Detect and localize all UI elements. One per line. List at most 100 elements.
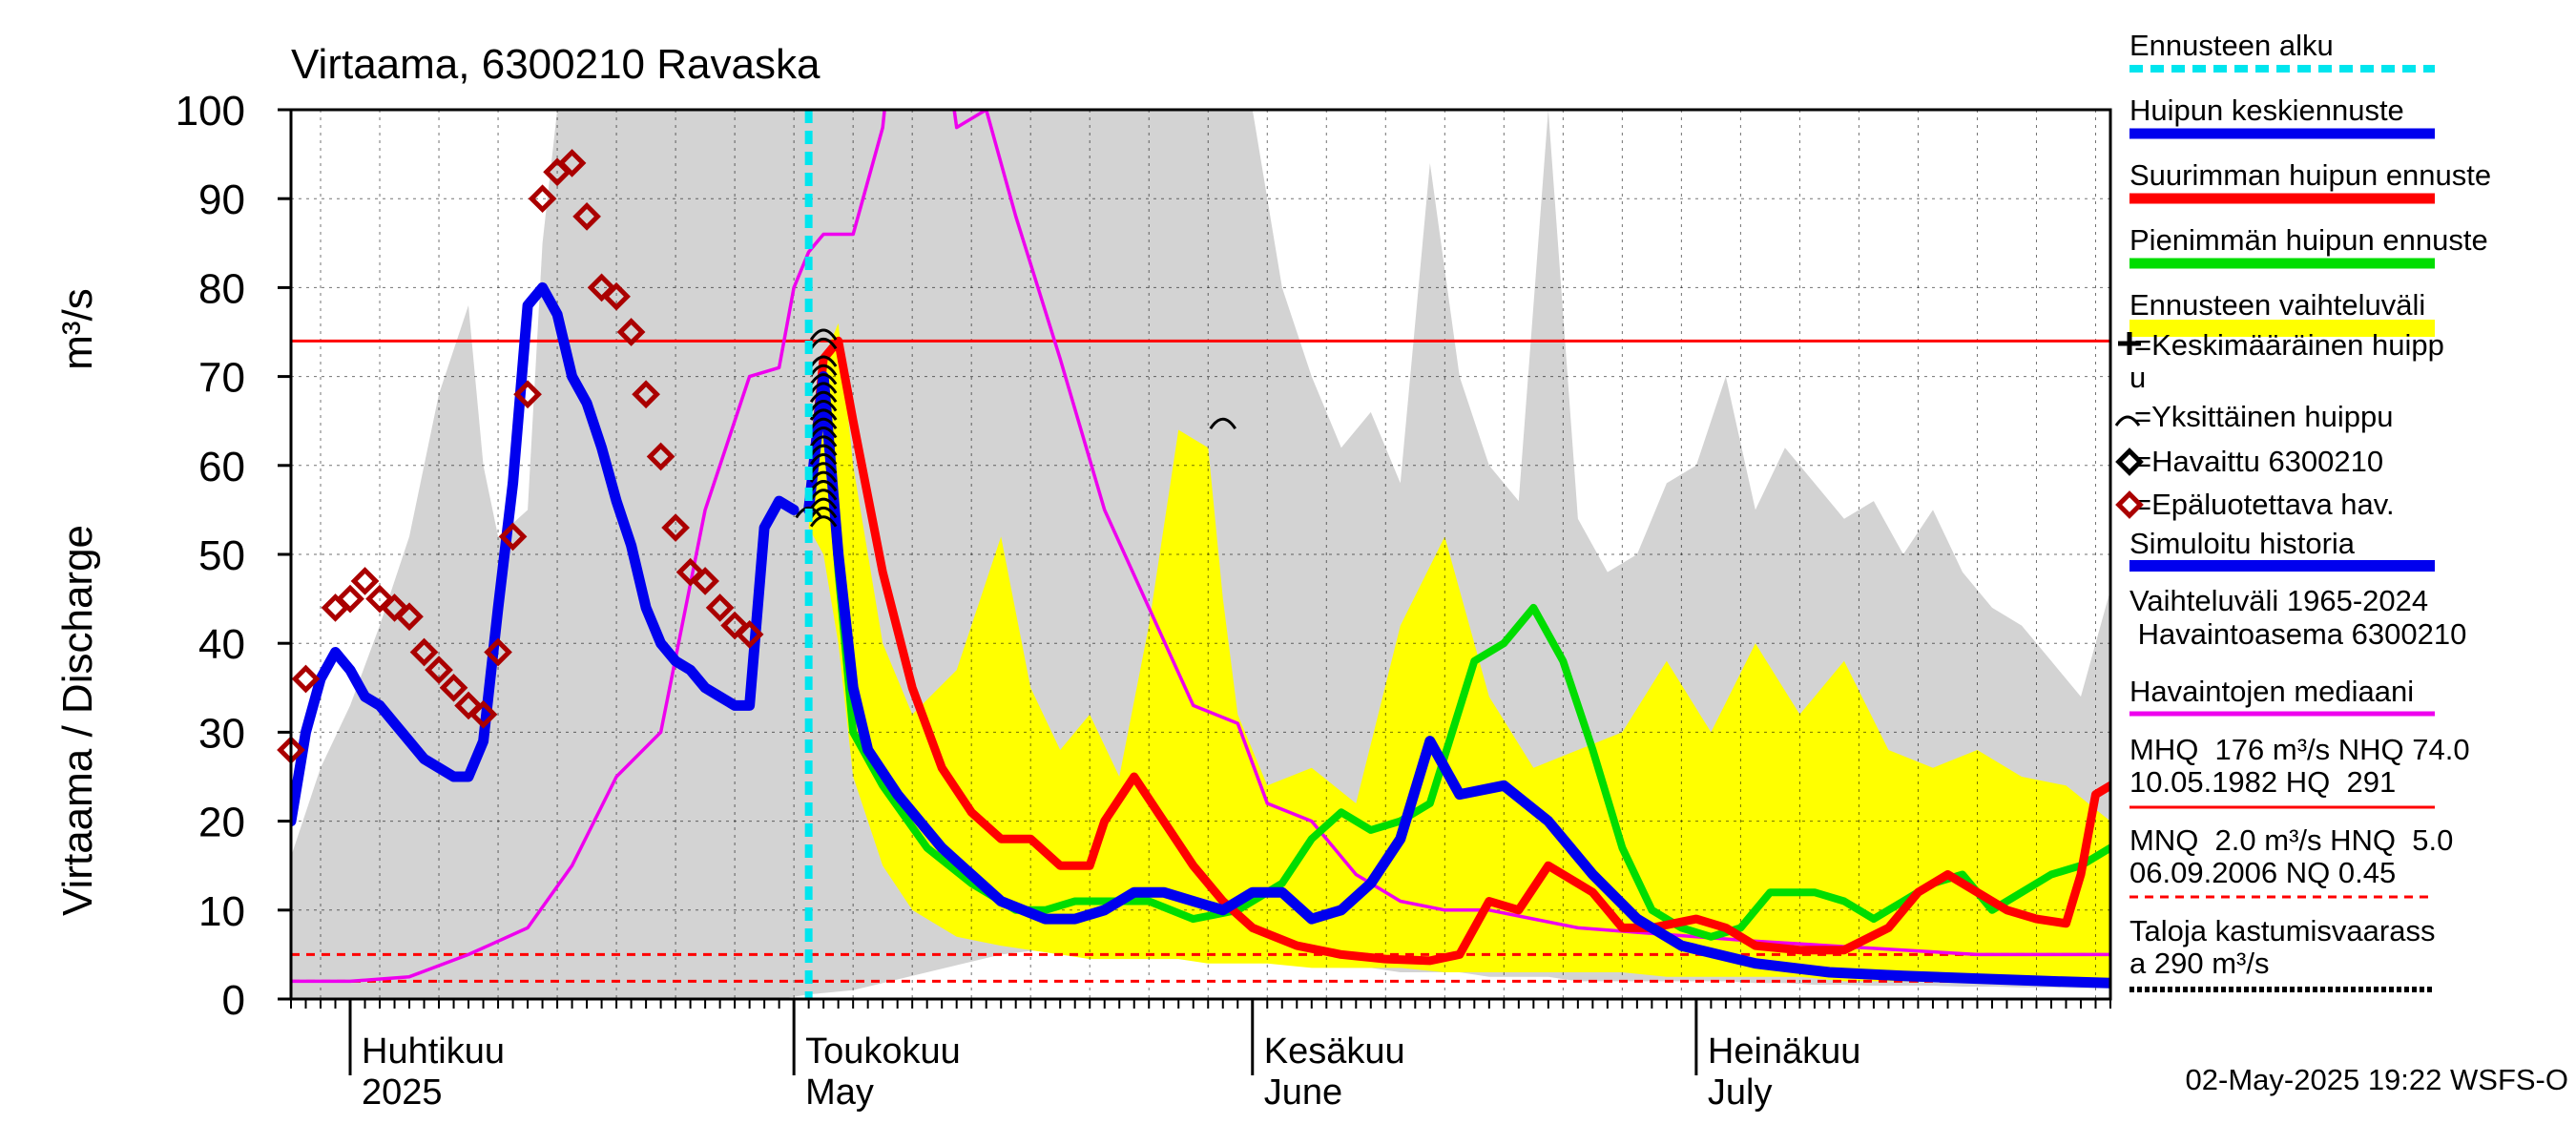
month-label-en: May (805, 1072, 874, 1113)
y-axis-unit: m³/s (54, 288, 101, 370)
observation-point (691, 567, 719, 595)
peak-marker (809, 400, 838, 412)
series-havaintojen-mediaani (291, 110, 2110, 984)
observation-point (616, 318, 646, 346)
peak-marker (809, 444, 838, 457)
peak-marker (809, 427, 838, 439)
observation-point (498, 522, 528, 552)
unreliable-diamond-icon (2115, 490, 2144, 519)
legend-mean-peak-label: =Keskimääräinen huipp (2134, 328, 2444, 362)
peak-marker (809, 337, 838, 350)
y-tick-label: 60 (198, 444, 245, 490)
peak-marker (809, 364, 838, 377)
legend-flood-line2: a 290 m³/s (2129, 947, 2269, 980)
peak-marker (809, 489, 838, 501)
y-tick-label: 80 (198, 265, 245, 312)
peak-marker (809, 328, 838, 341)
legend-unreliable-label: =Epäluotettava hav. (2134, 488, 2395, 521)
legend-simulated-label: Simuloitu historia (2129, 527, 2356, 560)
legend-flood-line1: Taloja kastumisvaarass (2129, 914, 2435, 947)
month-label-fi: Heinäkuu (1708, 1031, 1861, 1072)
observation-point (632, 380, 660, 409)
observation-point (395, 602, 424, 632)
series-huipun-keskiennuste (803, 371, 2110, 989)
observation-point (484, 637, 512, 667)
legend-range-line2: Havaintoasema 6300210 (2129, 617, 2466, 651)
single-peak-icon (2114, 415, 2141, 427)
y-tick-label: 0 (222, 977, 245, 1024)
observation-point (439, 673, 468, 702)
legend-mhq-line1: MHQ 176 m³/s NHQ 74.0 (2129, 733, 2470, 766)
legend-median-label: Havaintojen mediaani (2129, 675, 2414, 708)
observation-point (735, 620, 764, 649)
series-suurimman-huipun-ennuste (804, 336, 2110, 966)
y-tick-label: 90 (198, 177, 245, 223)
peak-marker (809, 453, 838, 466)
legend-item-label: Ennusteen alku (2129, 29, 2334, 62)
series-lines (291, 110, 2110, 989)
legend-mhq-line2: 10.05.1982 HQ 291 (2129, 765, 2396, 799)
observation-point (409, 637, 439, 667)
observation-point (513, 380, 542, 409)
observation-point (528, 184, 557, 214)
peak-marker (809, 417, 838, 430)
grid (291, 110, 2110, 999)
observed-diamond-icon (2115, 448, 2144, 476)
forecast-band-area (808, 323, 2110, 982)
observation-point (705, 593, 735, 622)
observation-point (572, 201, 601, 231)
peak-marker (809, 462, 838, 474)
observation-point (646, 442, 675, 471)
legend-single-peak-label: =Yksittäinen huippu (2134, 400, 2393, 433)
y-tick-label: 40 (198, 621, 245, 668)
peak-marker (809, 408, 838, 421)
y-tick-label: 50 (198, 532, 245, 579)
legend-item-label: Pienimmän huipun ennuste (2129, 223, 2488, 257)
forecast-range-band (808, 323, 2110, 982)
observation-point (291, 664, 321, 694)
observation-point (336, 584, 364, 614)
month-label-en: July (1708, 1072, 1773, 1113)
legend-mnq-line2: 06.09.2006 NQ 0.45 (2129, 856, 2396, 889)
month-label-fi: Toukokuu (805, 1031, 961, 1072)
month-label-en: June (1264, 1072, 1342, 1113)
chart-title: Virtaama, 6300210 Ravaska (291, 41, 821, 88)
observation-point (661, 513, 690, 542)
y-tick-label: 30 (198, 710, 245, 757)
peak-marker (809, 435, 838, 448)
peak-marker (809, 390, 838, 404)
legend-item-label: Ennusteen vaihteluväli (2129, 288, 2425, 322)
observation-point (277, 736, 305, 764)
peak-marker (809, 355, 838, 367)
legend: Ennusteen alku Huipun keskiennuste Suurimm… (2114, 29, 2491, 992)
y-tick-label: 100 (176, 88, 245, 135)
series-simuloitu-historia (291, 281, 800, 827)
peak-marker (809, 373, 838, 385)
peak-marker (809, 479, 838, 492)
peak-markers (795, 328, 1237, 528)
plus-icon (2118, 332, 2141, 355)
legend-observed-label: =Havaittu 6300210 (2134, 445, 2383, 478)
observation-point (425, 656, 453, 685)
peak-marker (809, 515, 838, 528)
legend-mean-peak-label-cont: u (2129, 361, 2146, 394)
peak-marker (1209, 417, 1237, 430)
observation-markers (277, 149, 764, 764)
observation-point (557, 149, 587, 177)
peak-marker (809, 497, 838, 510)
peak-marker (795, 506, 822, 519)
peak-marker (809, 506, 838, 519)
month-label-fi: Kesäkuu (1264, 1031, 1405, 1072)
y-tick-label: 10 (198, 888, 245, 935)
observation-point (468, 699, 498, 729)
y-axis: 0 10 20 30 40 50 60 70 80 90 100 (176, 88, 291, 1024)
reference-lines (291, 339, 2110, 983)
peak-marker (809, 382, 838, 394)
legend-item-label: Suurimman huipun ennuste (2129, 158, 2491, 192)
month-label-en: 2025 (362, 1072, 443, 1113)
observation-point (350, 567, 380, 595)
observation-point (602, 281, 631, 311)
legend-mnq-line1: MNQ 2.0 m³/s HNQ 5.0 (2129, 823, 2453, 857)
